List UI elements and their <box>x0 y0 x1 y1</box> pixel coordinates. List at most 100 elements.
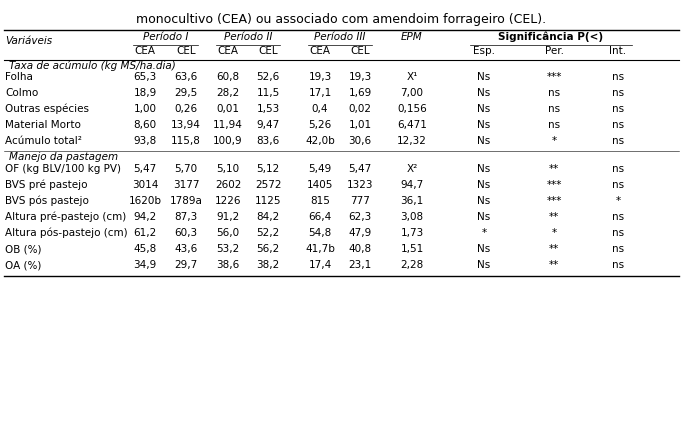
Text: ns: ns <box>612 212 624 222</box>
Text: Ns: Ns <box>477 136 490 146</box>
Text: Outras espécies: Outras espécies <box>5 104 89 114</box>
Text: Significância P(<): Significância P(<) <box>499 32 604 42</box>
Text: 11,5: 11,5 <box>256 88 279 98</box>
Text: 94,7: 94,7 <box>400 180 423 190</box>
Text: ns: ns <box>612 244 624 254</box>
Text: 5,26: 5,26 <box>309 120 332 130</box>
Text: 84,2: 84,2 <box>256 212 279 222</box>
Text: *: * <box>482 228 486 238</box>
Text: 5,49: 5,49 <box>309 164 332 174</box>
Text: 45,8: 45,8 <box>133 244 156 254</box>
Text: ns: ns <box>612 72 624 82</box>
Text: X²: X² <box>406 164 417 174</box>
Text: 36,1: 36,1 <box>400 196 423 206</box>
Text: ***: *** <box>546 72 561 82</box>
Text: 63,6: 63,6 <box>174 72 197 82</box>
Text: 65,3: 65,3 <box>133 72 156 82</box>
Text: 29,7: 29,7 <box>174 260 197 270</box>
Text: 54,8: 54,8 <box>309 228 332 238</box>
Text: Período II: Período II <box>224 32 273 42</box>
Text: Ns: Ns <box>477 180 490 190</box>
Text: Taxa de acúmulo (kg MS/ha.dia): Taxa de acúmulo (kg MS/ha.dia) <box>9 61 176 71</box>
Text: 29,5: 29,5 <box>174 88 197 98</box>
Text: Ns: Ns <box>477 88 490 98</box>
Text: Ns: Ns <box>477 164 490 174</box>
Text: *: * <box>615 196 621 206</box>
Text: 34,9: 34,9 <box>133 260 156 270</box>
Text: 56,2: 56,2 <box>256 244 279 254</box>
Text: 38,2: 38,2 <box>256 260 279 270</box>
Text: ns: ns <box>612 228 624 238</box>
Text: 1405: 1405 <box>307 180 333 190</box>
Text: 3,08: 3,08 <box>400 212 423 222</box>
Text: 19,3: 19,3 <box>309 72 332 82</box>
Text: 0,02: 0,02 <box>348 104 372 114</box>
Text: 2572: 2572 <box>255 180 281 190</box>
Text: 1620b: 1620b <box>128 196 161 206</box>
Text: ns: ns <box>612 180 624 190</box>
Text: BVS pré pastejo: BVS pré pastejo <box>5 180 87 190</box>
Text: **: ** <box>549 244 559 254</box>
Text: 815: 815 <box>310 196 330 206</box>
Text: 0,156: 0,156 <box>397 104 427 114</box>
Text: 47,9: 47,9 <box>348 228 372 238</box>
Text: ns: ns <box>612 136 624 146</box>
Text: **: ** <box>549 212 559 222</box>
Text: Material Morto: Material Morto <box>5 120 81 130</box>
Text: ns: ns <box>612 88 624 98</box>
Text: 40,8: 40,8 <box>348 244 372 254</box>
Text: Acúmulo total²: Acúmulo total² <box>5 136 82 146</box>
Text: 0,01: 0,01 <box>217 104 240 114</box>
Text: Ns: Ns <box>477 212 490 222</box>
Text: CEL: CEL <box>176 46 196 56</box>
Text: 1789a: 1789a <box>169 196 202 206</box>
Text: 93,8: 93,8 <box>133 136 156 146</box>
Text: 19,3: 19,3 <box>348 72 372 82</box>
Text: 5,12: 5,12 <box>256 164 279 174</box>
Text: 1125: 1125 <box>255 196 281 206</box>
Text: CEL: CEL <box>258 46 278 56</box>
Text: Per.: Per. <box>544 46 563 56</box>
Text: 1,69: 1,69 <box>348 88 372 98</box>
Text: Int.: Int. <box>609 46 626 56</box>
Text: OF (kg BLV/100 kg PV): OF (kg BLV/100 kg PV) <box>5 164 121 174</box>
Text: Ns: Ns <box>477 104 490 114</box>
Text: 13,94: 13,94 <box>171 120 201 130</box>
Text: Ns: Ns <box>477 72 490 82</box>
Text: 42,0b: 42,0b <box>305 136 335 146</box>
Text: ns: ns <box>612 164 624 174</box>
Text: ns: ns <box>612 260 624 270</box>
Text: Ns: Ns <box>477 120 490 130</box>
Text: 6,471: 6,471 <box>397 120 427 130</box>
Text: ns: ns <box>548 120 560 130</box>
Text: **: ** <box>549 164 559 174</box>
Text: Ns: Ns <box>477 196 490 206</box>
Text: 5,47: 5,47 <box>133 164 156 174</box>
Text: 777: 777 <box>350 196 370 206</box>
Text: Período I: Período I <box>143 32 189 42</box>
Text: 1,53: 1,53 <box>256 104 279 114</box>
Text: 0,4: 0,4 <box>311 104 329 114</box>
Text: *: * <box>551 136 557 146</box>
Text: 0,26: 0,26 <box>174 104 197 114</box>
Text: Variáveis: Variáveis <box>5 36 52 46</box>
Text: ns: ns <box>612 120 624 130</box>
Text: 62,3: 62,3 <box>348 212 372 222</box>
Text: 100,9: 100,9 <box>213 136 243 146</box>
Text: 12,32: 12,32 <box>397 136 427 146</box>
Text: X¹: X¹ <box>406 72 418 82</box>
Text: 60,8: 60,8 <box>217 72 240 82</box>
Text: 52,2: 52,2 <box>256 228 279 238</box>
Text: 60,3: 60,3 <box>174 228 197 238</box>
Text: 8,60: 8,60 <box>133 120 156 130</box>
Text: 115,8: 115,8 <box>171 136 201 146</box>
Text: CEA: CEA <box>217 46 238 56</box>
Text: 5,10: 5,10 <box>217 164 240 174</box>
Text: ns: ns <box>548 104 560 114</box>
Text: 7,00: 7,00 <box>400 88 423 98</box>
Text: 56,0: 56,0 <box>217 228 240 238</box>
Text: Período III: Período III <box>314 32 365 42</box>
Text: CEA: CEA <box>135 46 156 56</box>
Text: 43,6: 43,6 <box>174 244 197 254</box>
Text: 91,2: 91,2 <box>217 212 240 222</box>
